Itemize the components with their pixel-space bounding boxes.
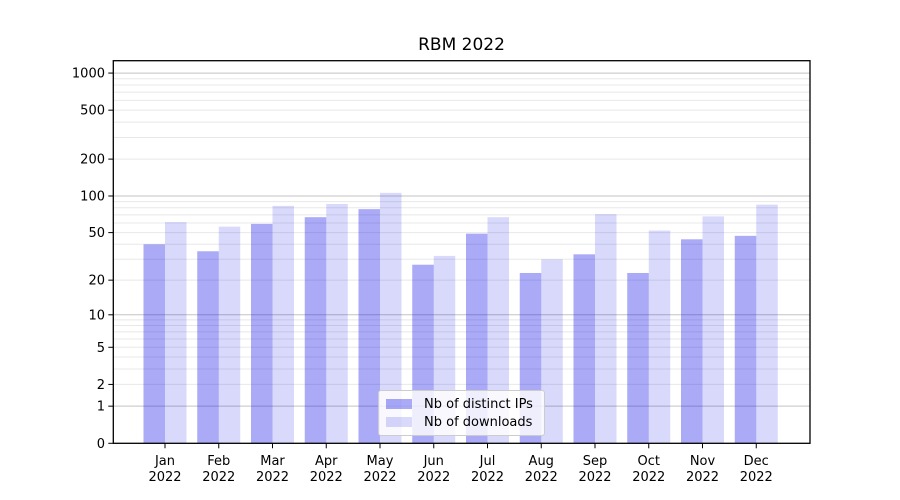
x-tick-label-month: Dec [744,454,769,469]
x-tick-label-month: Jul [479,454,496,469]
y-tick-label: 5 [97,341,105,356]
x-tick-label-year: 2022 [632,470,665,485]
plot-border [112,60,811,444]
legend-label-downloads: Nb of downloads [424,414,533,430]
bar-distinct-ips-Sep-2022 [573,254,595,444]
x-tick-label-month: Apr [315,454,338,469]
bar-distinct-ips-Apr-2022 [304,217,327,444]
bar-distinct-ips-Mar-2022 [251,223,273,444]
x-tick-label-year: 2022 [740,470,773,485]
x-tick-label-month: Jan [154,454,175,469]
bar-distinct-ips-May-2022 [358,209,380,444]
x-tick-label-year: 2022 [417,470,450,485]
x-tick-label-month: Oct [638,454,660,469]
x-tick-label-year: 2022 [363,470,396,485]
bar-distinct-ips-Dec-2022 [734,235,757,444]
legend-swatch-distinct-ips-icon [386,399,412,409]
y-tick-label: 10 [88,308,105,323]
bar-downloads-May-2022 [380,192,402,444]
x-tick-label-month: Feb [207,454,230,469]
y-tick-label: 200 [80,153,105,168]
legend-item-downloads: Nb of downloads [386,413,536,431]
bar-downloads-Mar-2022 [272,205,294,444]
x-tick-label-month: Aug [529,454,554,469]
chart-title: RBM 2022 [418,35,505,55]
x-tick-label-month: Jun [423,454,444,469]
y-tick-label: 1 [97,400,105,415]
bar-downloads-Oct-2022 [648,230,671,444]
y-tick-label: 1000 [72,67,105,82]
bar-downloads-Apr-2022 [326,203,348,444]
y-tick-label: 500 [80,104,105,119]
bar-distinct-ips-Jan-2022 [143,244,165,444]
x-tick-label-year: 2022 [148,470,181,485]
bar-downloads-Dec-2022 [756,204,778,444]
bar-distinct-ips-Nov-2022 [681,239,703,444]
x-tick-label-year: 2022 [202,470,235,485]
y-tick-label: 20 [88,274,105,289]
bar-distinct-ips-Feb-2022 [197,251,219,444]
y-tick-label: 0 [97,437,105,452]
x-tick-label-month: Sep [583,454,608,469]
legend-swatch-downloads-icon [386,417,412,427]
y-tick-label: 50 [88,226,105,241]
x-tick-label-year: 2022 [686,470,719,485]
x-tick-label-year: 2022 [578,470,611,485]
x-tick-label-year: 2022 [256,470,289,485]
y-tick-label: 2 [97,378,105,393]
x-tick-label-month: Nov [690,454,716,469]
legend-label-distinct-ips: Nb of distinct IPs [424,396,533,412]
legend-item-distinct-ips: Nb of distinct IPs [386,395,536,413]
bar-downloads-Nov-2022 [702,216,724,444]
bar-downloads-Feb-2022 [218,226,241,444]
legend: Nb of distinct IPs Nb of downloads [378,390,545,436]
x-tick-label-year: 2022 [471,470,504,485]
bar-downloads-Sep-2022 [595,214,617,444]
bar-downloads-Aug-2022 [541,259,563,444]
x-tick-label-month: Mar [260,454,285,469]
bar-downloads-Jan-2022 [165,222,187,444]
y-tick-label: 100 [80,189,105,204]
bar-downloads-Jul-2022 [487,217,509,444]
x-tick-label-year: 2022 [310,470,343,485]
x-tick-label-year: 2022 [525,470,558,485]
x-tick-label-month: May [367,454,394,469]
bar-distinct-ips-Oct-2022 [627,272,649,444]
